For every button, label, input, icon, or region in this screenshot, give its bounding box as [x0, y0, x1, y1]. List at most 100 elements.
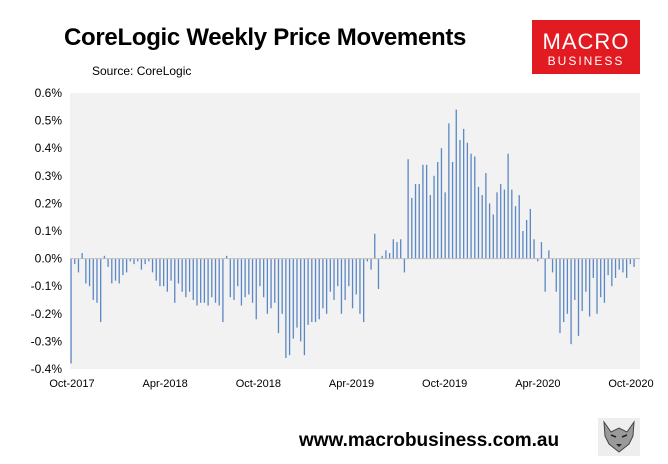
logo-line1: MACRO — [542, 29, 630, 54]
bar — [85, 258, 87, 284]
bar — [237, 258, 239, 287]
x-tick-label: Apr-2018 — [143, 378, 188, 390]
bar — [385, 250, 387, 259]
bar — [607, 258, 609, 276]
bar — [533, 239, 535, 259]
bar — [592, 258, 594, 278]
bar — [111, 258, 113, 284]
bar — [185, 258, 187, 298]
bar — [503, 189, 506, 259]
bar — [159, 258, 161, 287]
bar — [263, 258, 265, 298]
bar — [344, 258, 346, 300]
bar — [496, 192, 498, 259]
y-axis-ticks: 0.6% 0.5% 0.4% 0.3% 0.2% 0.1% 0.0% -0.1% -0.2% -0… — [31, 86, 63, 376]
bar — [170, 258, 172, 281]
bar — [233, 258, 235, 300]
bar — [463, 128, 465, 259]
bar — [433, 175, 435, 259]
bar — [333, 258, 335, 300]
bar — [125, 258, 128, 273]
bar — [314, 258, 317, 323]
bar — [437, 162, 439, 259]
bar — [566, 258, 569, 314]
bar — [259, 258, 261, 287]
x-tick-label: Apr-2019 — [329, 378, 374, 390]
bar — [500, 184, 502, 259]
bar — [492, 214, 494, 259]
bars — [70, 109, 635, 364]
y-tick-label: -0.2% — [31, 307, 63, 321]
bar — [611, 258, 613, 287]
bar — [137, 258, 139, 262]
bar — [140, 258, 143, 270]
bar — [148, 258, 150, 262]
plot-area — [70, 93, 640, 369]
bar — [555, 258, 557, 292]
bar — [203, 258, 206, 303]
bar — [218, 258, 220, 306]
bar — [248, 258, 250, 295]
bar — [270, 258, 272, 309]
bar — [470, 153, 472, 259]
bar — [403, 258, 406, 273]
wolf-logo-icon — [598, 418, 640, 456]
bar — [585, 258, 587, 292]
bar — [229, 258, 231, 298]
bar — [477, 186, 480, 259]
bar — [400, 239, 402, 259]
y-tick-label: 0.3% — [35, 169, 63, 183]
bar — [144, 258, 146, 265]
bar — [107, 258, 109, 267]
bar — [163, 258, 165, 287]
bar — [74, 258, 76, 265]
bar — [614, 258, 617, 278]
bar — [551, 258, 554, 273]
bar — [181, 258, 183, 292]
bar — [177, 258, 180, 284]
bar — [629, 258, 631, 265]
bar — [307, 258, 309, 325]
bar — [381, 255, 383, 259]
bar — [174, 258, 176, 303]
bar — [133, 258, 135, 265]
chart-source: Source: CoreLogic — [92, 64, 192, 78]
y-tick-label: 0.2% — [35, 196, 63, 210]
bar — [474, 156, 476, 259]
bar — [244, 258, 246, 298]
bar — [537, 258, 539, 262]
bar — [122, 258, 124, 276]
bar — [418, 184, 420, 259]
bar — [318, 258, 320, 320]
bar — [322, 258, 324, 309]
bar — [296, 258, 298, 328]
bar — [292, 258, 294, 339]
bar — [96, 258, 98, 303]
bar — [92, 258, 94, 300]
bar — [285, 258, 287, 358]
bar — [255, 258, 257, 320]
bar — [488, 203, 491, 259]
bar — [325, 258, 328, 314]
bar — [251, 258, 254, 303]
x-tick-label: Oct-2019 — [422, 378, 467, 390]
chart-title: CoreLogic Weekly Price Movements — [64, 24, 467, 51]
bar — [455, 109, 457, 259]
bar — [466, 142, 469, 259]
bar — [118, 258, 120, 284]
bar — [618, 258, 620, 270]
bar — [225, 255, 228, 259]
bar — [518, 195, 520, 259]
bar — [396, 242, 398, 259]
bar — [429, 195, 431, 259]
y-tick-label: 0.4% — [35, 141, 63, 155]
x-tick-label: Oct-2020 — [608, 378, 653, 390]
bar — [81, 253, 83, 259]
bar — [88, 258, 91, 287]
bar — [622, 258, 624, 273]
bar — [544, 258, 546, 292]
bar — [525, 219, 528, 259]
bar — [603, 258, 606, 303]
bar — [448, 123, 450, 259]
